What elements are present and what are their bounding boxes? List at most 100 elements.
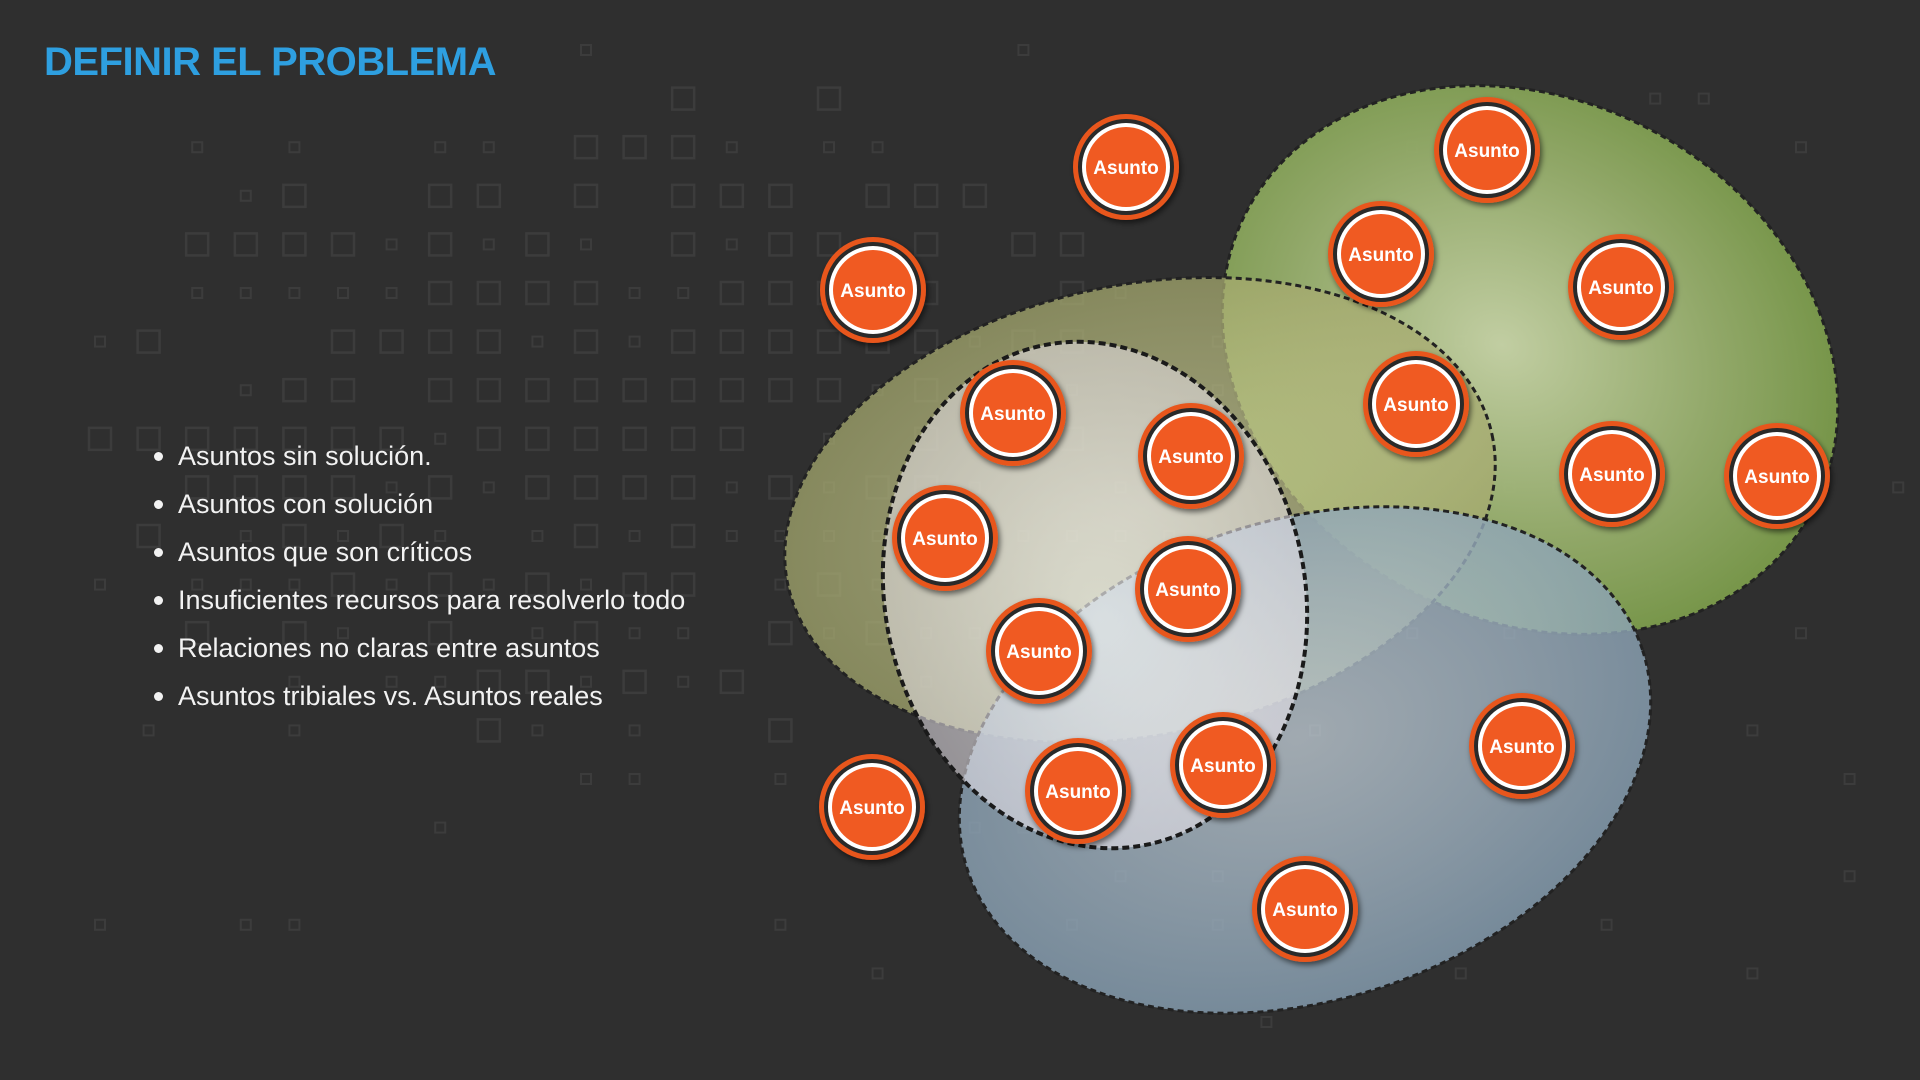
asunto-node: Asunto [1170,712,1276,818]
bullet-dot [154,692,163,701]
bg-square [239,384,252,397]
bg-square [282,232,307,257]
bg-square [476,329,502,354]
bg-square [774,918,787,931]
bg-square [337,627,349,640]
bg-square [677,287,690,299]
bg-square [330,572,356,597]
bg-square [288,578,301,591]
bg-square [871,967,884,980]
bg-square [670,86,696,111]
bg-square [282,620,307,646]
bg-square [239,530,252,542]
bullet-text: Asuntos sin solución. [178,441,432,471]
bg-square [531,335,544,348]
bg-square [622,377,647,403]
bg-square [525,572,550,597]
bg-square [1892,481,1905,494]
bg-square [427,377,453,403]
bg-square [434,141,447,154]
bg-square [1600,918,1613,931]
bg-square [282,183,307,209]
asunto-node: Asunto [1073,114,1179,220]
bg-square [330,426,356,452]
bg-square [1795,627,1807,640]
bg-square [573,620,599,646]
bg-square [628,627,641,640]
bg-square [670,523,696,549]
bg-square [670,183,696,209]
bg-square [725,481,738,494]
bg-square [434,675,447,688]
bg-square [628,287,641,299]
bg-square [482,578,495,591]
asunto-label: Asunto [1158,447,1223,468]
bg-square [768,718,793,743]
bullet-dot [154,548,163,557]
bg-square [622,669,647,695]
bg-square [94,578,106,591]
bg-square [434,530,447,542]
bg-square [913,232,939,257]
bg-square [434,821,447,834]
bg-square [525,475,550,500]
bg-square [427,183,453,209]
bg-square [379,329,404,354]
bg-square [1454,967,1467,980]
bg-square [1649,92,1662,105]
bg-square [1746,724,1759,737]
bg-square [282,377,307,403]
bg-square [1843,773,1856,785]
asunto-node: Asunto [820,237,926,343]
bg-square [427,620,453,646]
bg-square [476,183,502,209]
bg-square [385,481,398,494]
bg-square [136,523,161,549]
bg-square [1011,232,1036,257]
bullet-item: Asuntos sin solución. [150,432,685,480]
bg-square [573,426,599,452]
bg-square [288,675,301,688]
asunto-label: Asunto [1272,900,1337,921]
bg-square [670,377,696,403]
bg-square [670,572,696,597]
bg-square [628,724,641,737]
bg-square [719,377,745,403]
bg-square [573,183,599,209]
bg-square [136,426,161,452]
bg-square [622,426,647,452]
asunto-label: Asunto [1579,465,1644,486]
bg-square [628,530,641,542]
bg-square [482,141,495,154]
bg-square [385,287,398,299]
bullet-item: Asuntos con solución [150,480,685,528]
bg-square [476,426,502,452]
bg-square [580,238,592,251]
bg-square [239,189,252,202]
bg-square [379,523,404,549]
bg-square [573,377,599,403]
bg-square [525,377,550,403]
asunto-label: Asunto [980,404,1045,425]
bg-square [719,183,745,209]
bg-square [1697,92,1710,105]
bg-square [725,530,738,542]
bg-square [628,773,641,785]
bg-square [1746,967,1759,980]
bg-square [288,287,301,299]
bg-square [239,578,252,591]
bg-square [233,475,259,500]
bg-square [622,134,647,160]
bullet-text: Asuntos tribiales vs. Asuntos reales [178,681,603,711]
asunto-node: Asunto [1568,234,1674,340]
asunto-node: Asunto [1434,97,1540,203]
asunto-node: Asunto [1724,423,1830,529]
bg-square [670,232,696,257]
bg-square [184,426,210,452]
bg-square [239,918,252,931]
bullet-item: Insuficientes recursos para resolverlo t… [150,576,685,624]
bg-square [573,475,599,500]
bullet-text: Asuntos con solución [178,489,434,519]
bg-square [476,718,502,743]
